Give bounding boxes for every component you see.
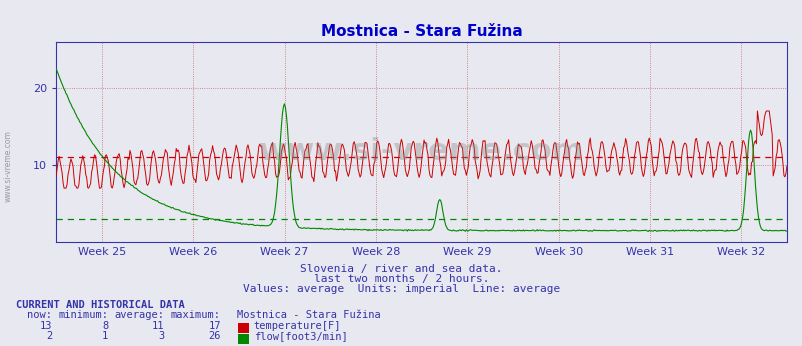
Text: maximum:: maximum:	[171, 310, 221, 320]
Text: Mostnica - Stara Fužina: Mostnica - Stara Fužina	[237, 310, 380, 320]
Text: minimum:: minimum:	[59, 310, 108, 320]
Text: CURRENT AND HISTORICAL DATA: CURRENT AND HISTORICAL DATA	[16, 300, 184, 310]
Title: Mostnica - Stara Fužina: Mostnica - Stara Fužina	[320, 24, 522, 39]
Text: flow[foot3/min]: flow[foot3/min]	[253, 331, 347, 341]
Text: www.si-vreme.com: www.si-vreme.com	[3, 130, 13, 202]
Text: 3: 3	[158, 331, 164, 341]
Text: 8: 8	[102, 321, 108, 331]
Text: 1: 1	[102, 331, 108, 341]
Text: 2: 2	[46, 331, 52, 341]
Text: temperature[F]: temperature[F]	[253, 321, 341, 331]
Text: Values: average  Units: imperial  Line: average: Values: average Units: imperial Line: av…	[242, 284, 560, 294]
Text: www.si-vreme.com: www.si-vreme.com	[258, 137, 584, 166]
Text: average:: average:	[115, 310, 164, 320]
Text: 17: 17	[208, 321, 221, 331]
Text: 13: 13	[39, 321, 52, 331]
Text: now:: now:	[27, 310, 52, 320]
Text: last two months / 2 hours.: last two months / 2 hours.	[314, 274, 488, 284]
Text: 26: 26	[208, 331, 221, 341]
Text: Slovenia / river and sea data.: Slovenia / river and sea data.	[300, 264, 502, 274]
Text: 11: 11	[152, 321, 164, 331]
